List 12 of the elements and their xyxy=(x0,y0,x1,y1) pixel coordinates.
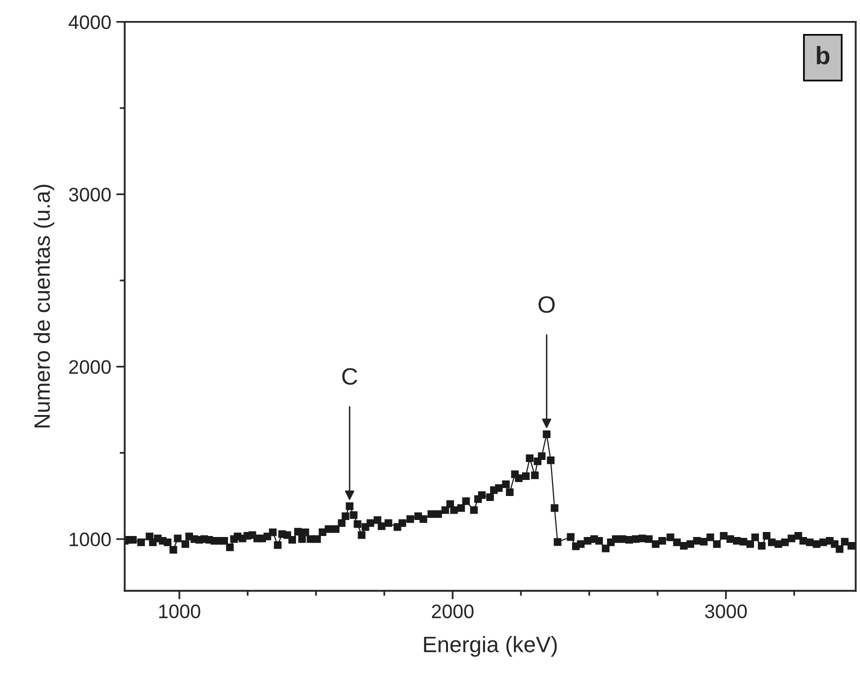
y-axis-title: Numero de cuentas (u.a) xyxy=(34,184,54,428)
annotation: C xyxy=(342,368,358,385)
x-tick-label: 3000 xyxy=(705,604,747,618)
annotation: b xyxy=(816,46,830,64)
x-tick-label: 1000 xyxy=(159,604,200,618)
annotation: O xyxy=(538,296,555,313)
y-tick-label: 2000 xyxy=(69,360,111,374)
y-tick-label: 3000 xyxy=(68,188,111,202)
y-tick-label: 1000 xyxy=(70,532,111,546)
x-axis-title: Energia (keV) xyxy=(424,636,557,657)
x-tick-label: 2000 xyxy=(432,604,474,618)
y-tick-label: 4000 xyxy=(68,15,111,30)
